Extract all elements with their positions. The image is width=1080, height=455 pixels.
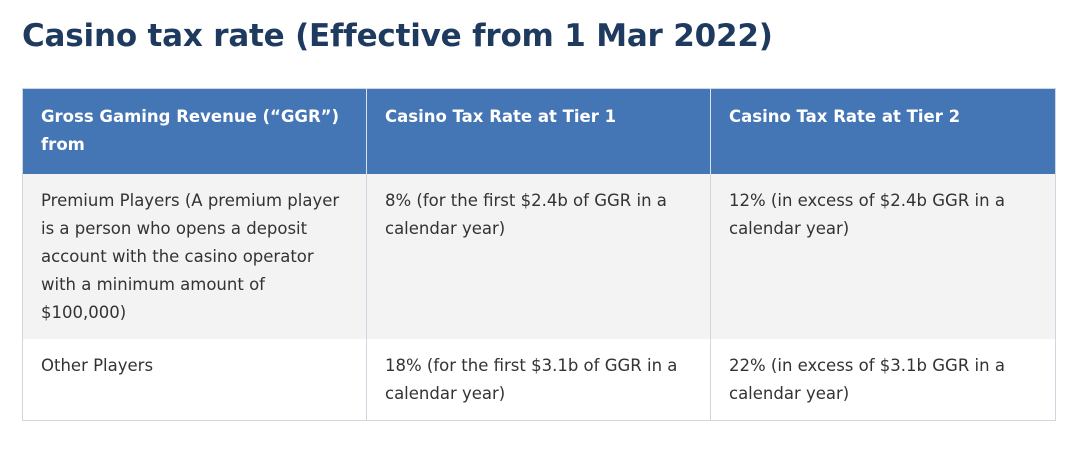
- table-cell-tier-2-rate: 12% (in excess of $2.4b GGR in a calenda…: [710, 174, 1056, 339]
- table-body: Premium Players (A premium player is a p…: [22, 174, 1056, 421]
- table-header: Gross Gaming Revenue (“GGR”) from Casino…: [22, 88, 1056, 174]
- table-cell-tier-1-rate: 18% (for the first $3.1b of GGR in a cal…: [366, 339, 711, 421]
- column-header-tier-2-rate: Casino Tax Rate at Tier 2: [710, 88, 1056, 174]
- table-header-row: Gross Gaming Revenue (“GGR”) from Casino…: [22, 88, 1056, 174]
- table-cell-player-type: Other Players: [22, 339, 367, 421]
- page-title: Casino tax rate (Effective from 1 Mar 20…: [22, 18, 773, 54]
- table-row: Other Players 18% (for the first $3.1b o…: [22, 339, 1056, 421]
- table-cell-player-type: Premium Players (A premium player is a p…: [22, 174, 367, 339]
- table-cell-tier-2-rate: 22% (in excess of $3.1b GGR in a calenda…: [710, 339, 1056, 421]
- column-header-tier-1-rate: Casino Tax Rate at Tier 1: [366, 88, 711, 174]
- table-cell-tier-1-rate: 8% (for the first $2.4b of GGR in a cale…: [366, 174, 711, 339]
- table-row: Premium Players (A premium player is a p…: [22, 174, 1056, 339]
- casino-tax-table: Gross Gaming Revenue (“GGR”) from Casino…: [22, 88, 1056, 421]
- column-header-ggr-from: Gross Gaming Revenue (“GGR”) from: [22, 88, 367, 174]
